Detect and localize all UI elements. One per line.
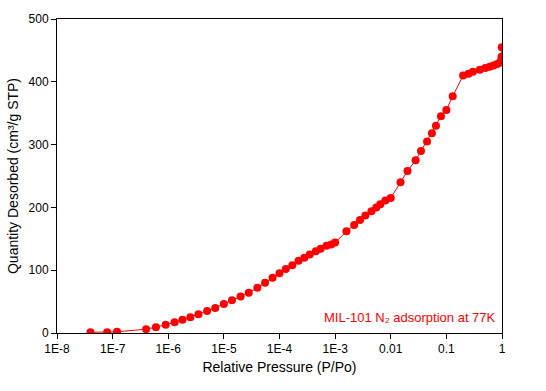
svg-text:1E-5: 1E-5 xyxy=(211,342,237,356)
svg-text:200: 200 xyxy=(29,201,49,215)
svg-text:1E-6: 1E-6 xyxy=(156,342,182,356)
svg-text:1: 1 xyxy=(499,342,506,356)
svg-text:0.1: 0.1 xyxy=(438,342,455,356)
svg-text:400: 400 xyxy=(29,75,49,89)
svg-text:1E-3: 1E-3 xyxy=(322,342,348,356)
svg-text:1E-4: 1E-4 xyxy=(267,342,293,356)
svg-text:0: 0 xyxy=(42,326,49,340)
svg-text:Quantity Desorbed (cm³/g STP): Quantity Desorbed (cm³/g STP) xyxy=(5,78,21,274)
svg-text:MIL-101 N₂ adsorption at 77K: MIL-101 N₂ adsorption at 77K xyxy=(324,310,496,325)
svg-text:0.01: 0.01 xyxy=(379,342,403,356)
svg-text:100: 100 xyxy=(29,263,49,277)
svg-text:Relative Pressure (P/Po): Relative Pressure (P/Po) xyxy=(202,359,356,375)
svg-text:1E-7: 1E-7 xyxy=(100,342,126,356)
svg-text:1E-8: 1E-8 xyxy=(44,342,70,356)
svg-text:300: 300 xyxy=(29,138,49,152)
svg-text:500: 500 xyxy=(29,12,49,26)
